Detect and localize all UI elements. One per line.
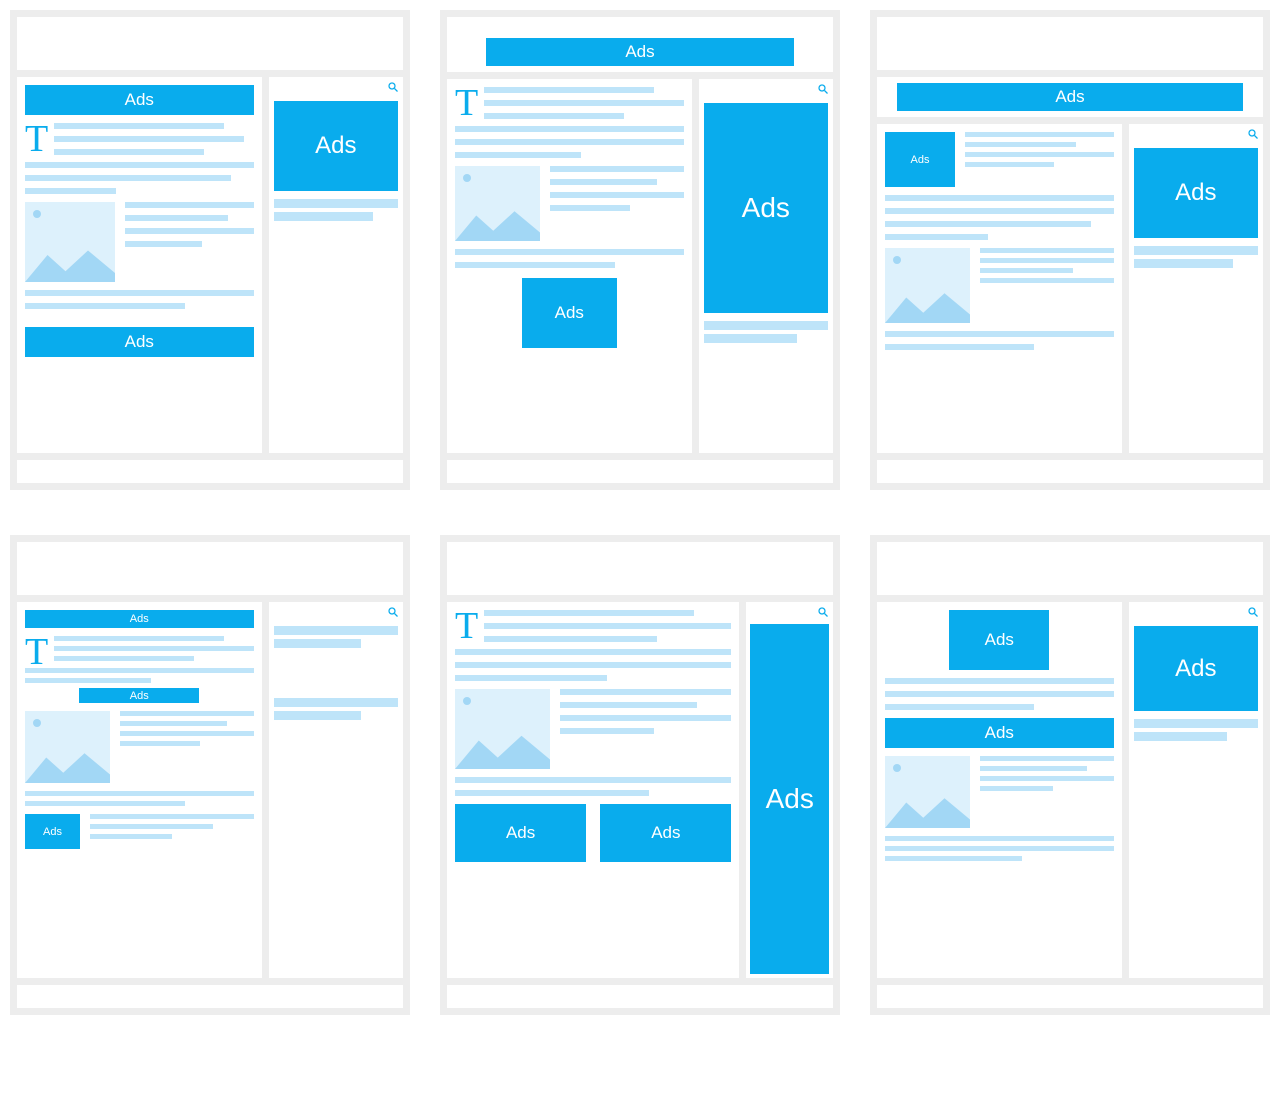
sidebar: Ads [1129,602,1263,978]
dropcap: T [25,123,48,155]
wireframe-grid: Ads T [10,10,1270,1015]
ad-inline-square[interactable]: Ads [885,132,955,187]
footer-blank [17,978,403,1008]
ad-mid-square[interactable]: Ads [522,278,617,348]
dropcap: T [455,87,478,119]
sidebar: Ads [269,77,403,453]
dropcap: T [455,610,478,642]
search-icon[interactable] [1129,602,1263,620]
search-icon[interactable] [269,602,403,620]
sub-header: Ads [877,77,1263,124]
ad-full-skyscraper[interactable]: Ads [750,624,829,974]
ad-bottom-banner[interactable]: Ads [25,327,254,357]
sidebar: Ads [746,602,833,978]
layout-panel-2: Ads T [440,10,840,490]
sidebar [269,602,403,978]
search-icon[interactable] [699,79,833,97]
main-column: T Ads [447,79,699,453]
layout-panel-3: Ads Ads [870,10,1270,490]
header-blank [877,17,1263,77]
main-column: Ads T [17,77,269,453]
image-placeholder [885,248,970,323]
ad-sidebar-square[interactable]: Ads [1134,148,1258,238]
ad-sidebar-square[interactable]: Ads [274,101,398,191]
layout-panel-1: Ads T [10,10,410,490]
ad-bottom-pair-a[interactable]: Ads [455,804,586,862]
ad-top-thin-banner[interactable]: Ads [25,610,254,628]
ad-middle-banner[interactable]: Ads [885,718,1114,748]
main-column: Ads T Ads [17,602,269,978]
main-column: T Ads Ads [447,602,746,978]
ad-bottom-left[interactable]: Ads [25,814,80,849]
ad-leaderboard[interactable]: Ads [486,38,795,66]
search-icon[interactable] [746,602,833,620]
footer-blank [877,453,1263,483]
header-blank [17,17,403,77]
dropcap: T [25,636,48,668]
footer-blank [447,453,833,483]
search-icon[interactable] [1129,124,1263,142]
image-placeholder [455,689,550,769]
image-placeholder [25,202,115,282]
ad-mid-thin[interactable]: Ads [79,688,199,703]
layout-panel-4: Ads T Ads [10,535,410,1015]
main-column: Ads [877,124,1129,453]
ad-sidebar-square[interactable]: Ads [1134,626,1258,711]
ad-skyscraper[interactable]: Ads [704,103,828,313]
layout-panel-5: T Ads Ads [440,535,840,1015]
sidebar: Ads [699,79,833,453]
ad-sub-banner[interactable]: Ads [897,83,1243,111]
header-blank [447,542,833,602]
image-placeholder [455,166,540,241]
main-column: Ads Ads [877,602,1129,978]
ad-bottom-pair-b[interactable]: Ads [600,804,731,862]
image-placeholder [25,711,110,783]
ad-top-banner[interactable]: Ads [25,85,254,115]
image-placeholder [885,756,970,828]
header-blank [17,542,403,602]
header-with-leaderboard: Ads [447,17,833,72]
footer-blank [447,978,833,1008]
header-blank [877,542,1263,602]
ad-top-center[interactable]: Ads [949,610,1049,670]
layout-panel-6: Ads Ads Ads [870,535,1270,1015]
search-icon[interactable] [269,77,403,95]
footer-blank [17,453,403,483]
footer-blank [877,978,1263,1008]
sidebar: Ads [1129,124,1263,453]
